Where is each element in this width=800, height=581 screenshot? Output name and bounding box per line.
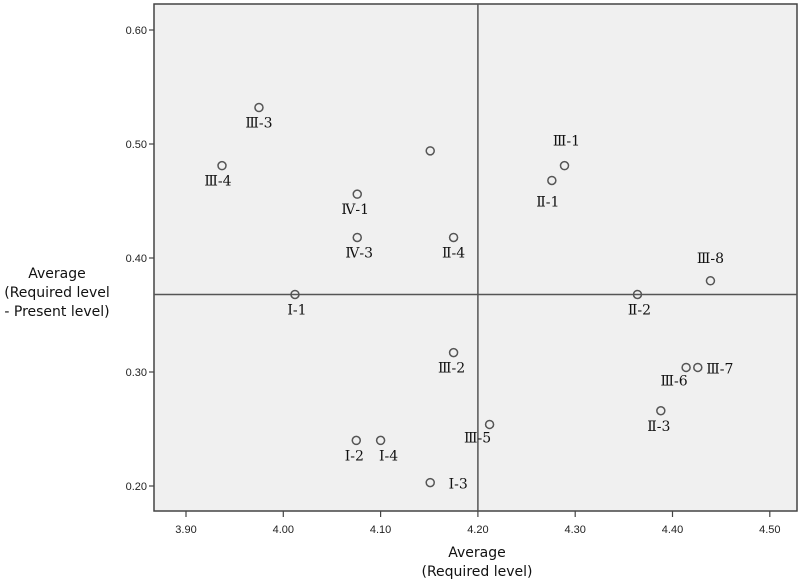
data-point-marker [290, 289, 300, 300]
x-axis-ticks: 3.90 4.00 4.10 4.20 4.30 4.40 4.50 [175, 511, 781, 536]
data-point-label: Ⅱ-2 [628, 302, 651, 318]
y-axis-title-line1: Average [28, 266, 86, 282]
data-point-label: Ⅳ-1 [341, 202, 369, 218]
reference-lines [154, 4, 797, 511]
data-point-marker [217, 160, 227, 171]
data-point-marker [351, 435, 362, 446]
data-point-marker [547, 175, 557, 186]
data-points: Ⅲ-3 Ⅲ-4 Ⅳ-1 Ⅳ-3 Ⅱ-4 Ⅲ-1 Ⅱ-1 Ⅲ-8 Ⅱ-2 Ⅰ-1 Ⅲ-2 Ⅲ-5 Ⅰ-2 Ⅰ… [204, 102, 733, 493]
data-point-label: Ⅰ-4 [379, 448, 398, 464]
y-axis-ticks: 0.60 0.50 0.40 0.30 0.20 [126, 25, 154, 493]
data-point-marker [559, 160, 570, 171]
x-tick-label: 4.00 [273, 524, 294, 536]
y-axis-title-line3: - Present level) [4, 304, 109, 320]
data-point-marker [632, 289, 643, 300]
data-point-label: Ⅱ-4 [442, 245, 465, 261]
data-point-label: Ⅱ-1 [536, 194, 559, 210]
data-point-label: Ⅲ-6 [661, 373, 688, 389]
x-axis-title-line1: Average [448, 545, 506, 561]
plot-area [153, 3, 798, 512]
x-tick-label: 4.40 [662, 524, 683, 536]
y-tick-label: 0.50 [126, 139, 147, 151]
data-point-label: Ⅰ-1 [287, 302, 306, 318]
x-tick-label: 4.10 [370, 524, 391, 536]
y-tick-label: 0.30 [126, 367, 147, 379]
x-tick-label: 4.30 [564, 524, 585, 536]
data-point-label: Ⅲ-2 [438, 361, 465, 377]
data-point-marker [656, 406, 666, 416]
data-point-marker [352, 232, 362, 243]
x-axis-title-line2: (Required level) [422, 564, 533, 580]
data-point-marker [375, 435, 386, 446]
data-point-label: Ⅱ-3 [647, 419, 670, 435]
data-point-label: Ⅰ-3 [449, 477, 468, 493]
x-tick-label: 4.50 [759, 524, 780, 536]
y-tick-label: 0.40 [126, 253, 147, 265]
data-point-label: Ⅲ-4 [204, 174, 231, 190]
data-point-label: Ⅲ-7 [706, 361, 733, 377]
data-point-marker [425, 477, 435, 488]
data-point-label: Ⅲ-8 [697, 251, 724, 267]
y-axis-title-line2: (Required level [4, 285, 110, 301]
y-tick-label: 0.20 [126, 481, 147, 493]
y-tick-label: 0.60 [126, 25, 147, 37]
data-point-label: Ⅰ-2 [345, 448, 364, 464]
data-point-marker [681, 362, 691, 373]
data-point-marker [705, 276, 716, 286]
data-point-label: Ⅳ-3 [345, 245, 373, 261]
x-tick-label: 4.20 [467, 524, 488, 536]
data-point-marker [448, 347, 459, 358]
data-point-marker [425, 146, 435, 156]
data-point-marker [448, 232, 459, 243]
data-point-marker [254, 102, 264, 113]
data-point-marker [352, 189, 362, 199]
data-point-marker [693, 362, 703, 373]
data-point-label: Ⅲ-1 [553, 134, 580, 150]
data-point-label: Ⅲ-5 [464, 430, 491, 446]
x-tick-label: 3.90 [175, 524, 196, 536]
data-point-label: Ⅲ-3 [245, 116, 272, 132]
data-point-marker [484, 419, 495, 430]
